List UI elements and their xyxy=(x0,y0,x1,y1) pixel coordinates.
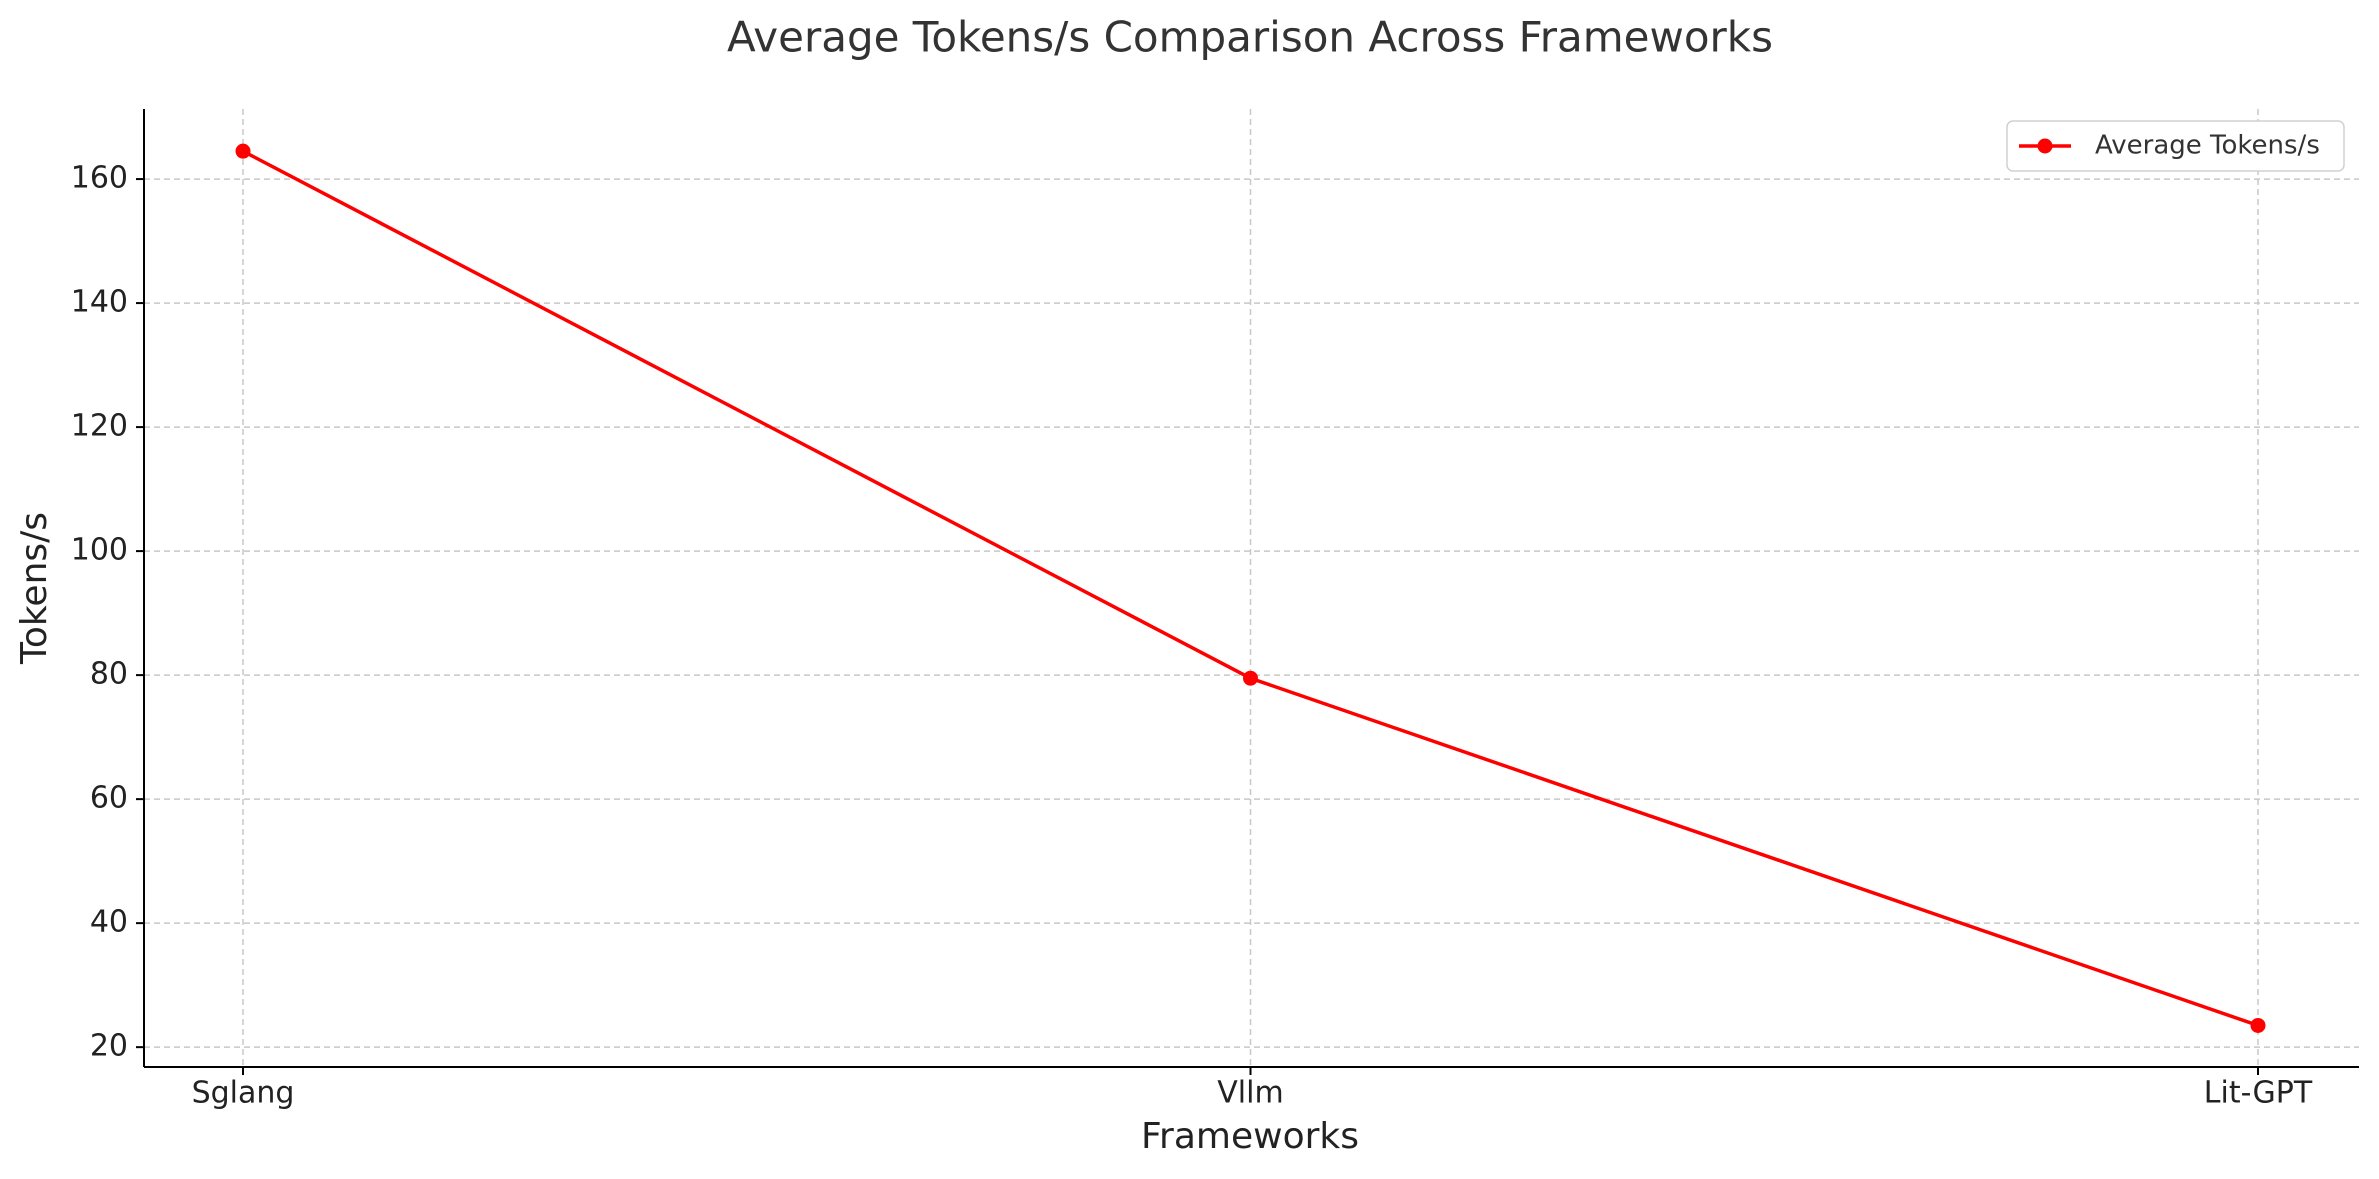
legend-box xyxy=(2006,120,2345,172)
x-tick-label: Sglang xyxy=(192,1076,295,1111)
legend-label: Average Tokens/s xyxy=(2095,131,2320,161)
y-tick-label: 60 xyxy=(90,781,128,816)
point xyxy=(235,143,251,159)
x-tick-label: Vllm xyxy=(1217,1076,1283,1111)
y-tick-label: 160 xyxy=(71,161,128,196)
chart-title: Average Tokens/s Comparison Across Frame… xyxy=(727,13,1773,62)
x-tick-label: Lit-GPT xyxy=(2204,1076,2313,1111)
point xyxy=(1243,670,1258,686)
y-tick-label: 40 xyxy=(90,905,128,940)
legend-marker xyxy=(2037,138,2053,154)
y-tick-label: 80 xyxy=(90,657,128,692)
point xyxy=(2250,1017,2266,1033)
y-tick-label: 120 xyxy=(71,409,128,444)
y-tick-label: 140 xyxy=(71,285,128,320)
y-tick-label: 100 xyxy=(71,533,128,568)
x-axis-label: Frameworks xyxy=(1141,1116,1359,1157)
y-axis-label: Tokens/s xyxy=(14,512,55,665)
y-tick-label: 20 xyxy=(90,1029,128,1064)
